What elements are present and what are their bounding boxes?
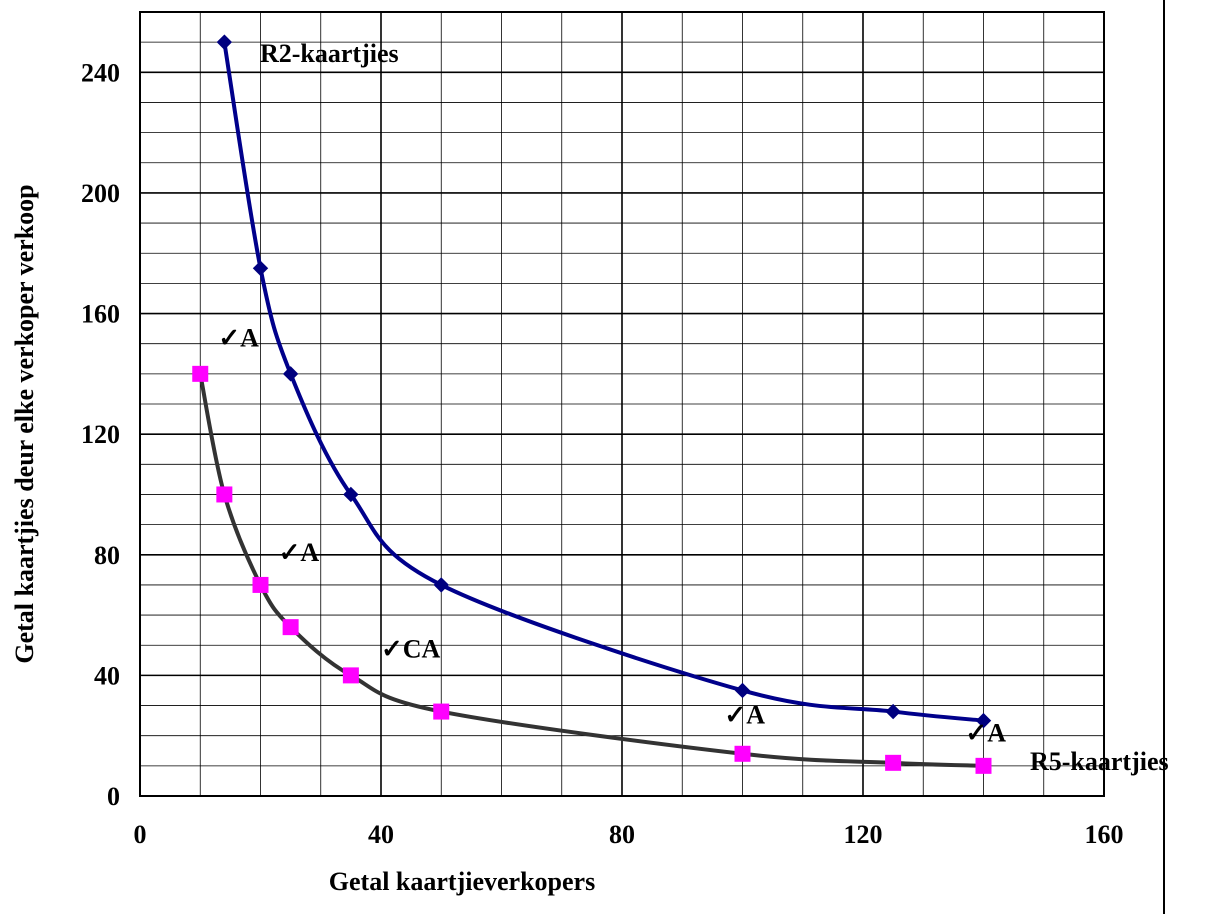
data-point-square (192, 365, 209, 382)
x-tick-label: 120 (844, 820, 883, 849)
data-point-square (342, 667, 359, 684)
data-point-diamond (282, 366, 299, 382)
series-group-0 (216, 34, 992, 729)
x-tick-label: 40 (368, 820, 394, 849)
check-annotation: ✓A (279, 538, 320, 567)
y-tick-label: 240 (81, 58, 120, 87)
y-tick-label: 80 (94, 541, 120, 570)
y-tick-labels: 0 40 80 120 160 200 240 (81, 58, 120, 811)
data-point-square (252, 576, 269, 593)
y-tick-label: 40 (94, 661, 120, 690)
data-point-diamond (216, 34, 233, 50)
y-axis-label: Getal kaartjies deur elke verkoper verko… (10, 184, 39, 663)
check-annotation: ✓A (724, 701, 765, 730)
plot-frame (139, 11, 1105, 797)
data-point-diamond (433, 577, 449, 593)
y-tick-label: 200 (81, 179, 120, 208)
x-tick-label: 80 (609, 820, 635, 849)
x-tick-labels: 0 40 80 120 160 (134, 820, 1124, 849)
data-point-square (734, 745, 751, 762)
check-annotation: ✓CA (381, 634, 441, 663)
series-label-r2: R2-kaartjies (260, 39, 399, 68)
x-tick-label: 160 (1085, 820, 1124, 849)
data-point-square (975, 757, 992, 774)
data-point-diamond (343, 486, 359, 503)
data-point-square (282, 619, 299, 636)
series-group-1 (192, 365, 992, 774)
data-point-square (216, 486, 233, 503)
data-point-diamond (885, 703, 901, 720)
data-point-diamond (252, 260, 269, 277)
x-axis-label: Getal kaartjieverkopers (329, 867, 595, 896)
data-point-diamond (734, 682, 751, 699)
x-tick-label: 0 (134, 820, 147, 849)
series-layer (192, 34, 992, 774)
y-tick-label: 160 (81, 300, 120, 329)
data-point-square (885, 754, 902, 771)
major-grid (140, 12, 1104, 796)
data-point-square (433, 703, 450, 720)
y-tick-label: 0 (107, 782, 120, 811)
y-tick-label: 120 (81, 420, 120, 449)
data-point-diamond (975, 712, 992, 729)
series-label-r5: R5-kaartjies (1030, 747, 1169, 776)
check-annotation: ✓A (218, 324, 259, 353)
check-annotation: ✓A (965, 719, 1006, 748)
series-line-1 (198, 371, 986, 768)
annotations: ✓A ✓A ✓CA ✓A ✓A (218, 324, 1006, 748)
